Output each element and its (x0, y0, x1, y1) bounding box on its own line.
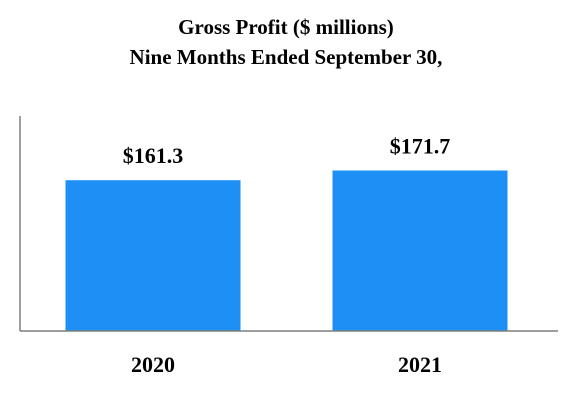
chart-subtitle: Nine Months Ended September 30, (129, 45, 443, 69)
bar-value-label-2020: $161.3 (123, 143, 184, 168)
chart-title-block: Gross Profit ($ millions) Nine Months En… (0, 12, 572, 72)
category-label-2020: 2020 (131, 352, 175, 377)
chart-title: Gross Profit ($ millions) (178, 15, 394, 39)
bar-2021 (332, 170, 508, 331)
category-label-2021: 2021 (398, 352, 442, 377)
bar-2020 (65, 180, 241, 331)
bar-value-label-2021: $171.7 (390, 133, 451, 158)
